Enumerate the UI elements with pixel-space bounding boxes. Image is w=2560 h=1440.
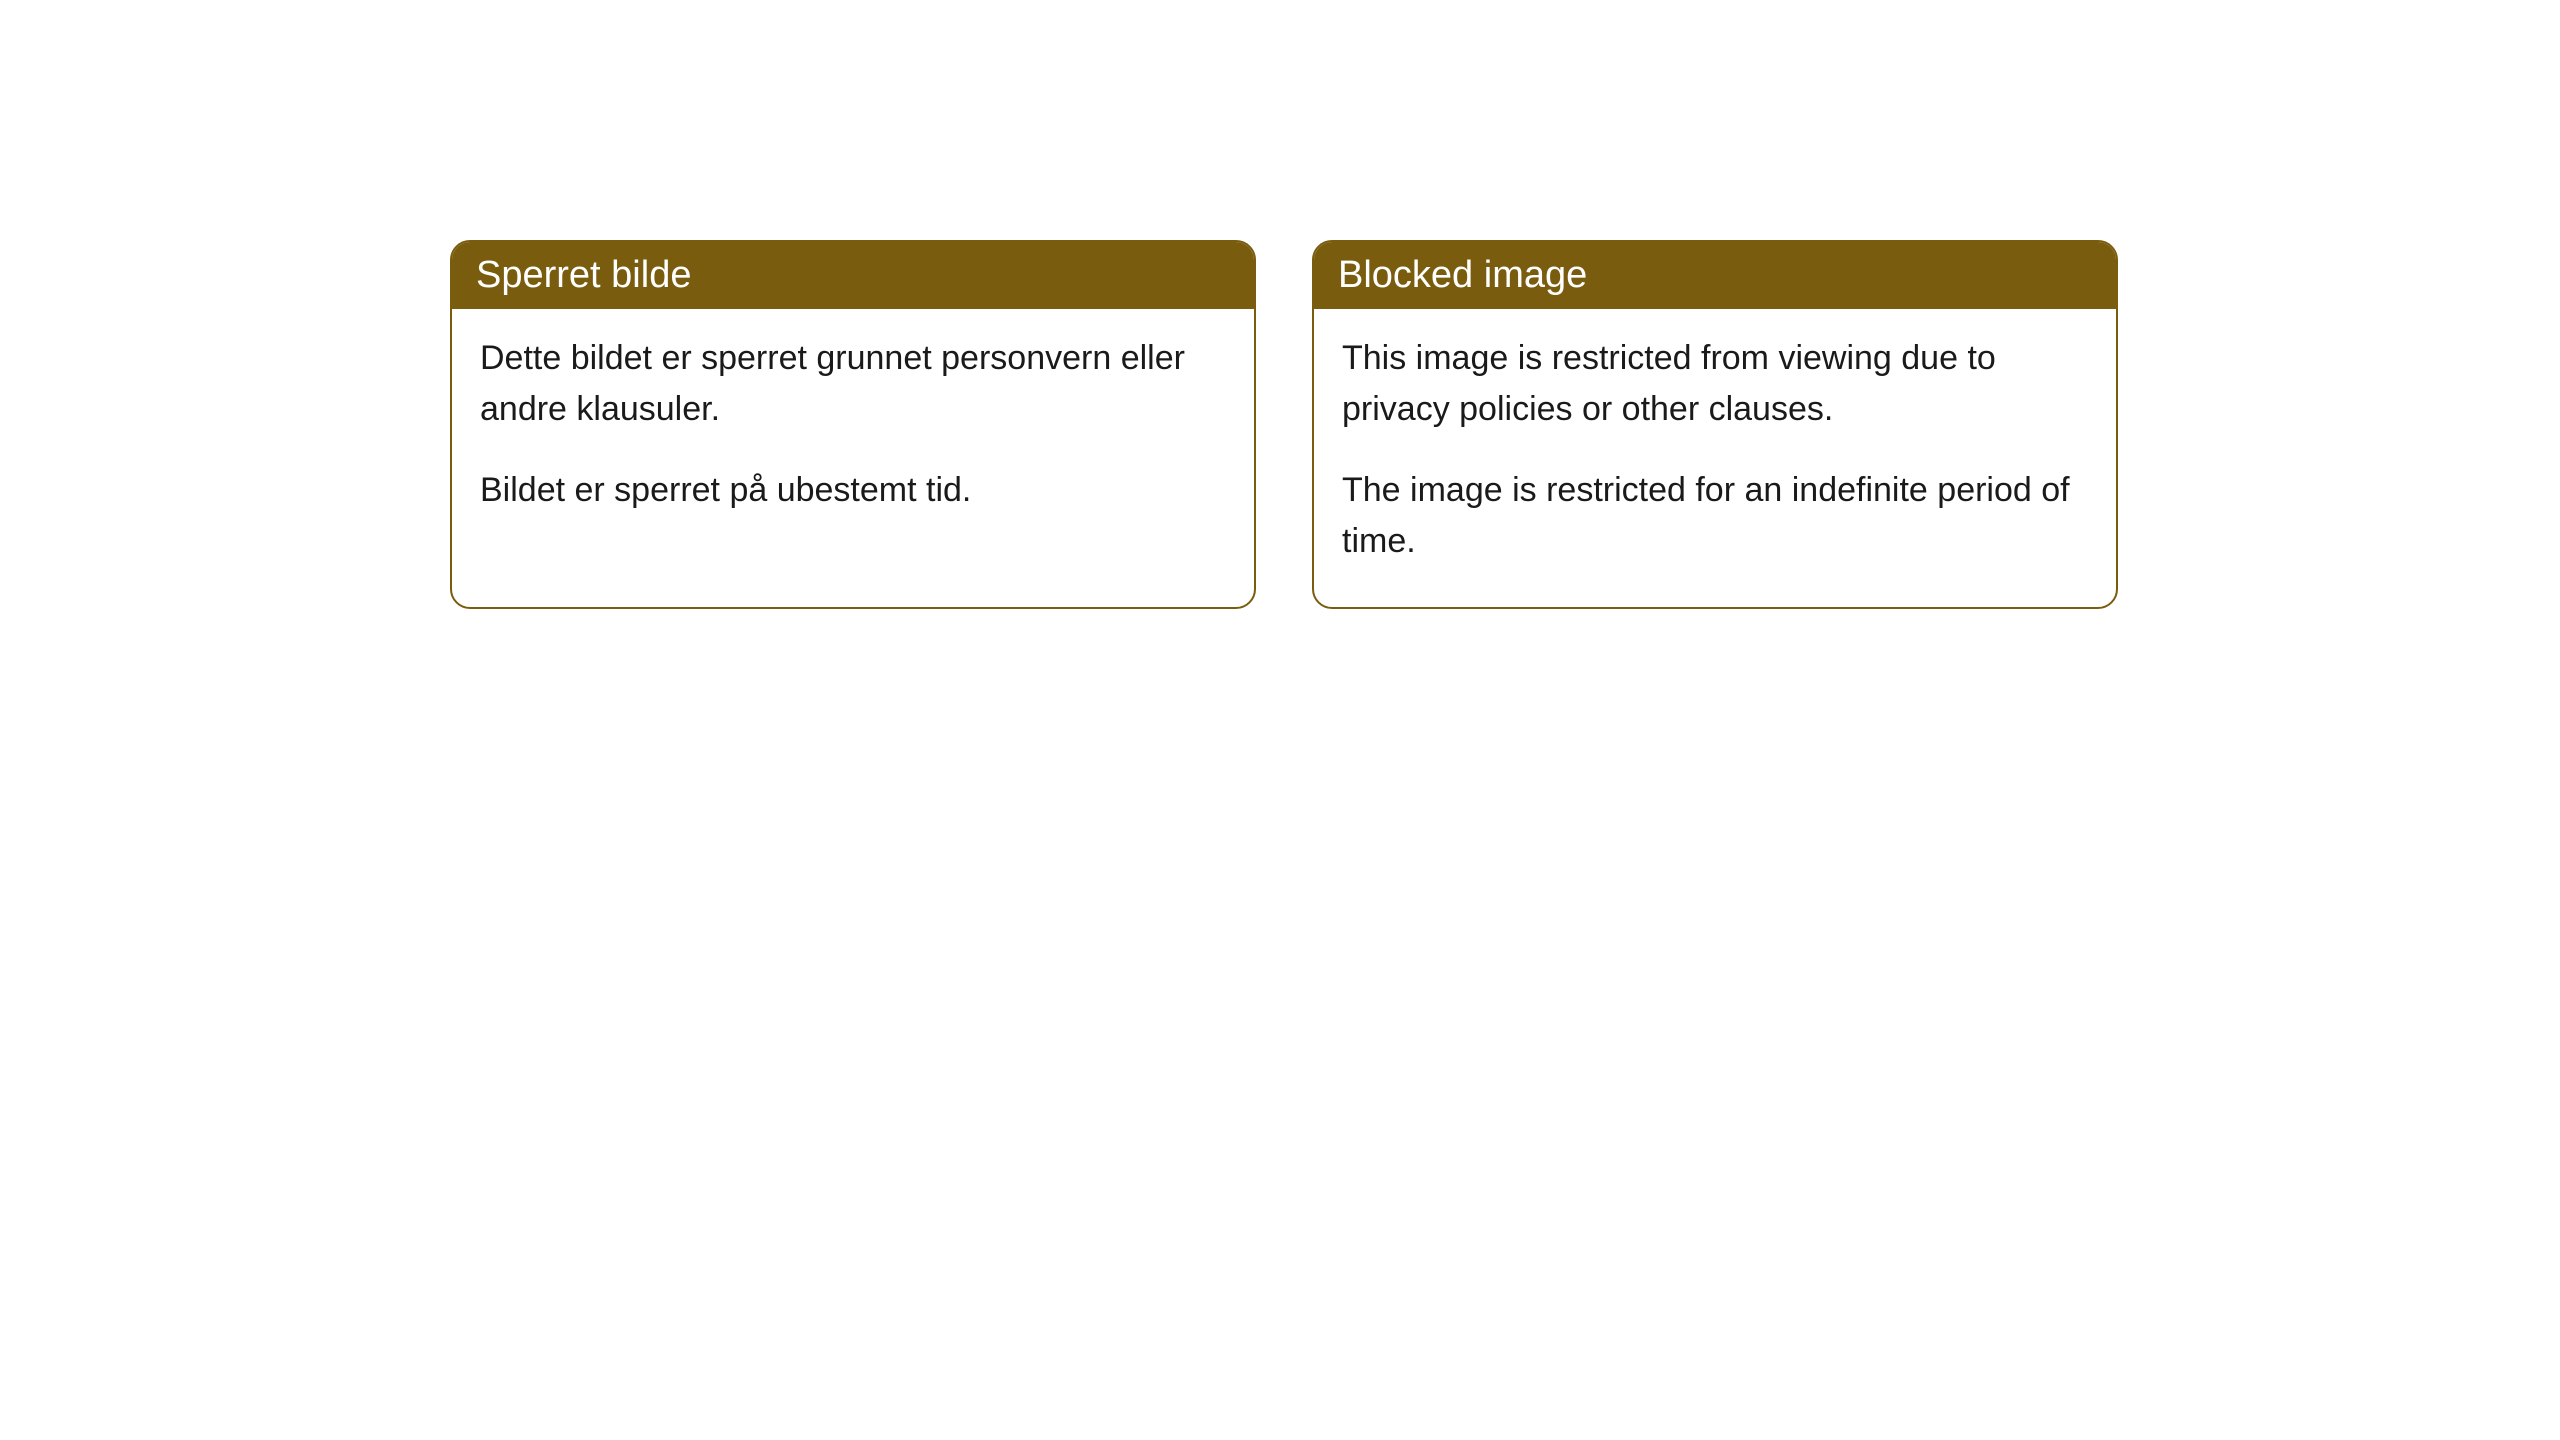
card-paragraph: This image is restricted from viewing du… — [1342, 333, 2088, 435]
card-paragraph: Dette bildet er sperret grunnet personve… — [480, 333, 1226, 435]
card-body: This image is restricted from viewing du… — [1314, 309, 2116, 607]
card-title: Sperret bilde — [476, 254, 691, 296]
card-header: Blocked image — [1314, 242, 2116, 309]
card-paragraph: Bildet er sperret på ubestemt tid. — [480, 465, 1226, 516]
blocked-image-card-english: Blocked image This image is restricted f… — [1312, 240, 2118, 609]
cards-container: Sperret bilde Dette bildet er sperret gr… — [0, 0, 2560, 609]
blocked-image-card-norwegian: Sperret bilde Dette bildet er sperret gr… — [450, 240, 1256, 609]
card-body: Dette bildet er sperret grunnet personve… — [452, 309, 1254, 556]
card-title: Blocked image — [1338, 254, 1587, 296]
card-paragraph: The image is restricted for an indefinit… — [1342, 465, 2088, 567]
card-header: Sperret bilde — [452, 242, 1254, 309]
